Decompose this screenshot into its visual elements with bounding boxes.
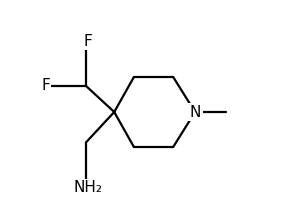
Text: N: N xyxy=(189,105,201,119)
Text: NH₂: NH₂ xyxy=(74,180,103,195)
Text: F: F xyxy=(84,34,92,49)
Text: F: F xyxy=(41,78,50,93)
